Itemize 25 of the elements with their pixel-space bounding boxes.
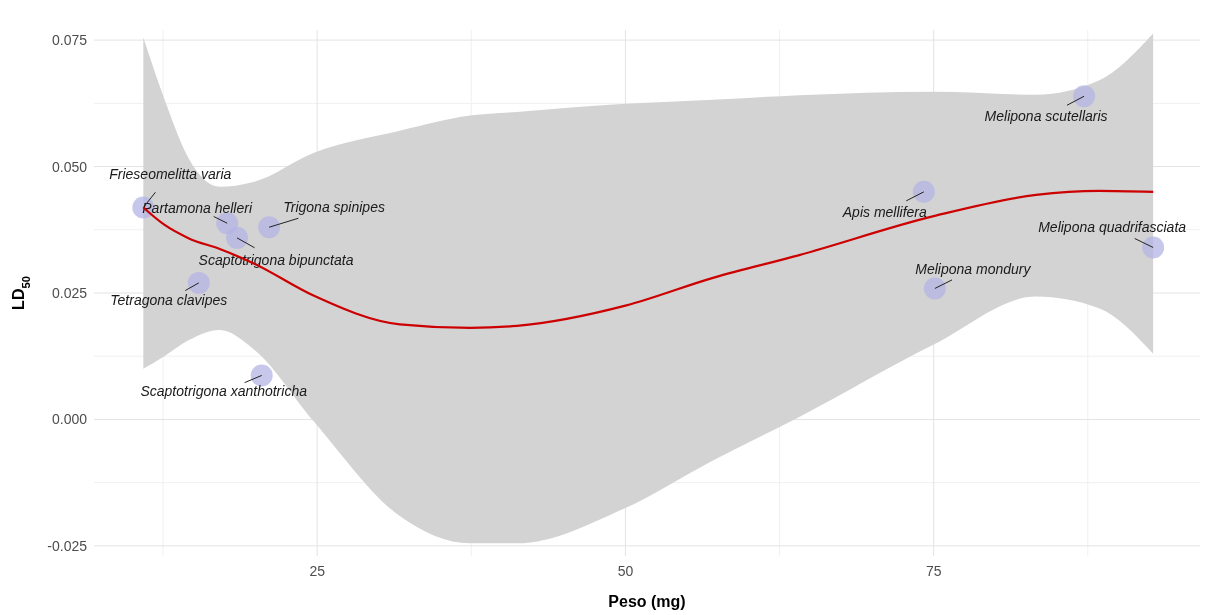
point [187, 271, 210, 294]
y-tick-label: 0.075 [51, 32, 88, 49]
x-axis-title: Peso (mg) [608, 593, 686, 610]
annotation: Apis mellifera [841, 203, 928, 220]
point [258, 216, 281, 239]
point [1142, 236, 1165, 259]
annotation: Scaptotrigona xanthotricha [140, 383, 308, 400]
point [912, 180, 935, 203]
annotation: Tetragona clavipes [110, 291, 228, 308]
annotation: Trigona spinipes [283, 199, 385, 216]
annotation: Frieseomelitta varia [109, 165, 232, 182]
y-tick-label: 0.050 [51, 158, 88, 175]
annotation: Melipona quadrifasciata [1038, 219, 1187, 236]
point [250, 364, 273, 387]
point [923, 277, 946, 300]
x-tick-label: 75 [925, 563, 942, 579]
x-tick-label: 25 [309, 563, 326, 579]
x-tick-label: 50 [617, 563, 634, 579]
annotation: Melipona mondury [915, 261, 1032, 278]
point [226, 226, 249, 249]
y-tick-label: 0.025 [51, 285, 88, 301]
annotation: Melipona scutellaris [984, 108, 1108, 125]
point [1073, 85, 1096, 108]
y-tick-label: 0.000 [51, 411, 88, 428]
y-tick-label: -0.025 [47, 537, 88, 554]
